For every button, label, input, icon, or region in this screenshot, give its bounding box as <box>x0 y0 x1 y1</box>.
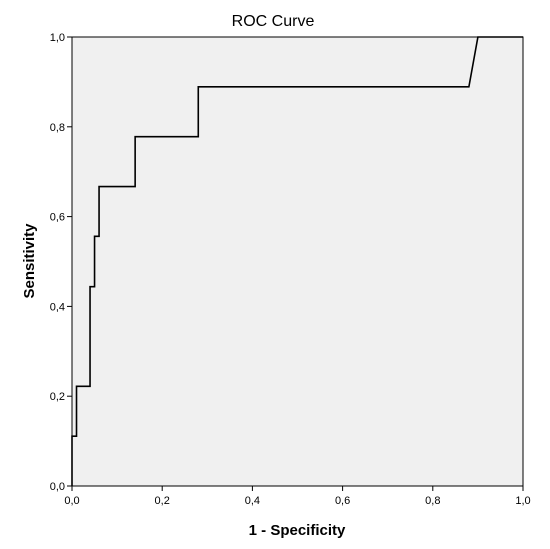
y-axis-title: Sensitivity <box>21 223 38 299</box>
y-tick-label: 0,6 <box>50 212 65 224</box>
x-tick-label: 0,0 <box>64 495 79 507</box>
x-tick-label: 0,8 <box>425 495 440 507</box>
x-tick-label: 0,6 <box>335 495 350 507</box>
chart-title: ROC Curve <box>232 13 315 30</box>
y-tick-label: 0,0 <box>50 481 65 493</box>
x-tick-label: 0,2 <box>155 495 170 507</box>
y-tick-label: 0,8 <box>50 122 65 134</box>
y-tick-label: 1,0 <box>50 32 65 44</box>
x-tick-label: 0,4 <box>245 495 260 507</box>
plot-area <box>72 37 523 486</box>
x-tick-label: 1,0 <box>515 495 530 507</box>
y-tick-label: 0,4 <box>50 301 65 313</box>
plot-frame <box>71 36 524 487</box>
roc-curve-line <box>71 36 523 486</box>
x-axis-title: 1 - Specificity <box>249 522 346 539</box>
y-tick-label: 0,2 <box>50 391 65 403</box>
